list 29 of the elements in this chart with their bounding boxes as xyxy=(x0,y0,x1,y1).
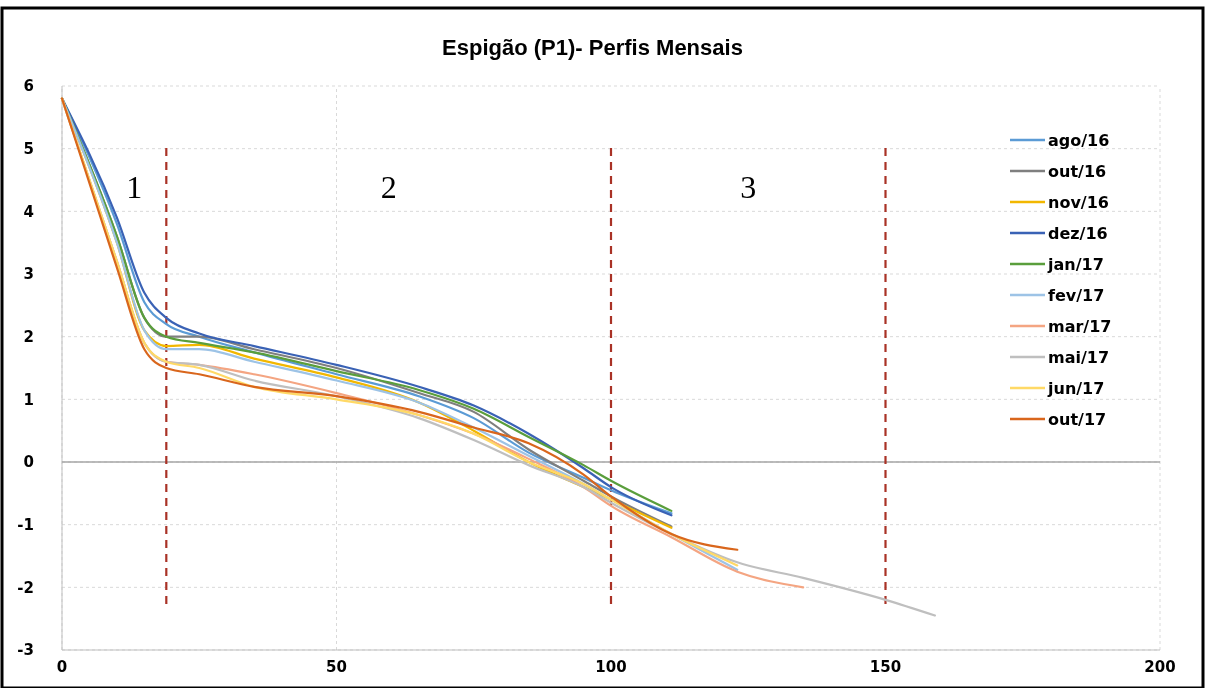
y-tick-label: 2 xyxy=(23,327,34,346)
legend-label: out/17 xyxy=(1048,409,1107,429)
x-tick-label: 200 xyxy=(1144,658,1176,676)
x-tick-label: 100 xyxy=(595,658,627,676)
legend-label: jun/17 xyxy=(1047,378,1105,398)
y-tick-label: 6 xyxy=(23,77,34,96)
legend-label: ago/16 xyxy=(1048,130,1110,150)
y-tick-label: 5 xyxy=(23,139,34,158)
legend-label: mar/17 xyxy=(1048,316,1112,336)
y-tick-label: 0 xyxy=(23,453,34,472)
legend-label: nov/16 xyxy=(1048,192,1109,212)
y-tick-label: 4 xyxy=(23,202,34,221)
legend-label: mai/17 xyxy=(1048,347,1110,367)
y-tick-label: -3 xyxy=(17,641,34,660)
legend-label: fev/17 xyxy=(1048,285,1105,305)
annotation: 3 xyxy=(740,169,757,205)
y-tick-label: -2 xyxy=(17,578,34,597)
y-tick-label: 1 xyxy=(23,390,34,409)
x-tick-label: 150 xyxy=(869,658,902,676)
chart-title: Espigão (P1)- Perfis Mensais xyxy=(442,35,743,60)
x-tick-label: 0 xyxy=(56,658,68,676)
legend-label: jan/17 xyxy=(1047,254,1104,274)
annotation: 2 xyxy=(380,169,397,205)
annotation: 1 xyxy=(126,169,143,205)
x-tick-label: 50 xyxy=(326,658,347,676)
y-tick-label: -1 xyxy=(17,515,34,534)
y-tick-label: 3 xyxy=(23,265,34,284)
legend-label: out/16 xyxy=(1048,161,1107,181)
legend-label: dez/16 xyxy=(1048,223,1108,243)
